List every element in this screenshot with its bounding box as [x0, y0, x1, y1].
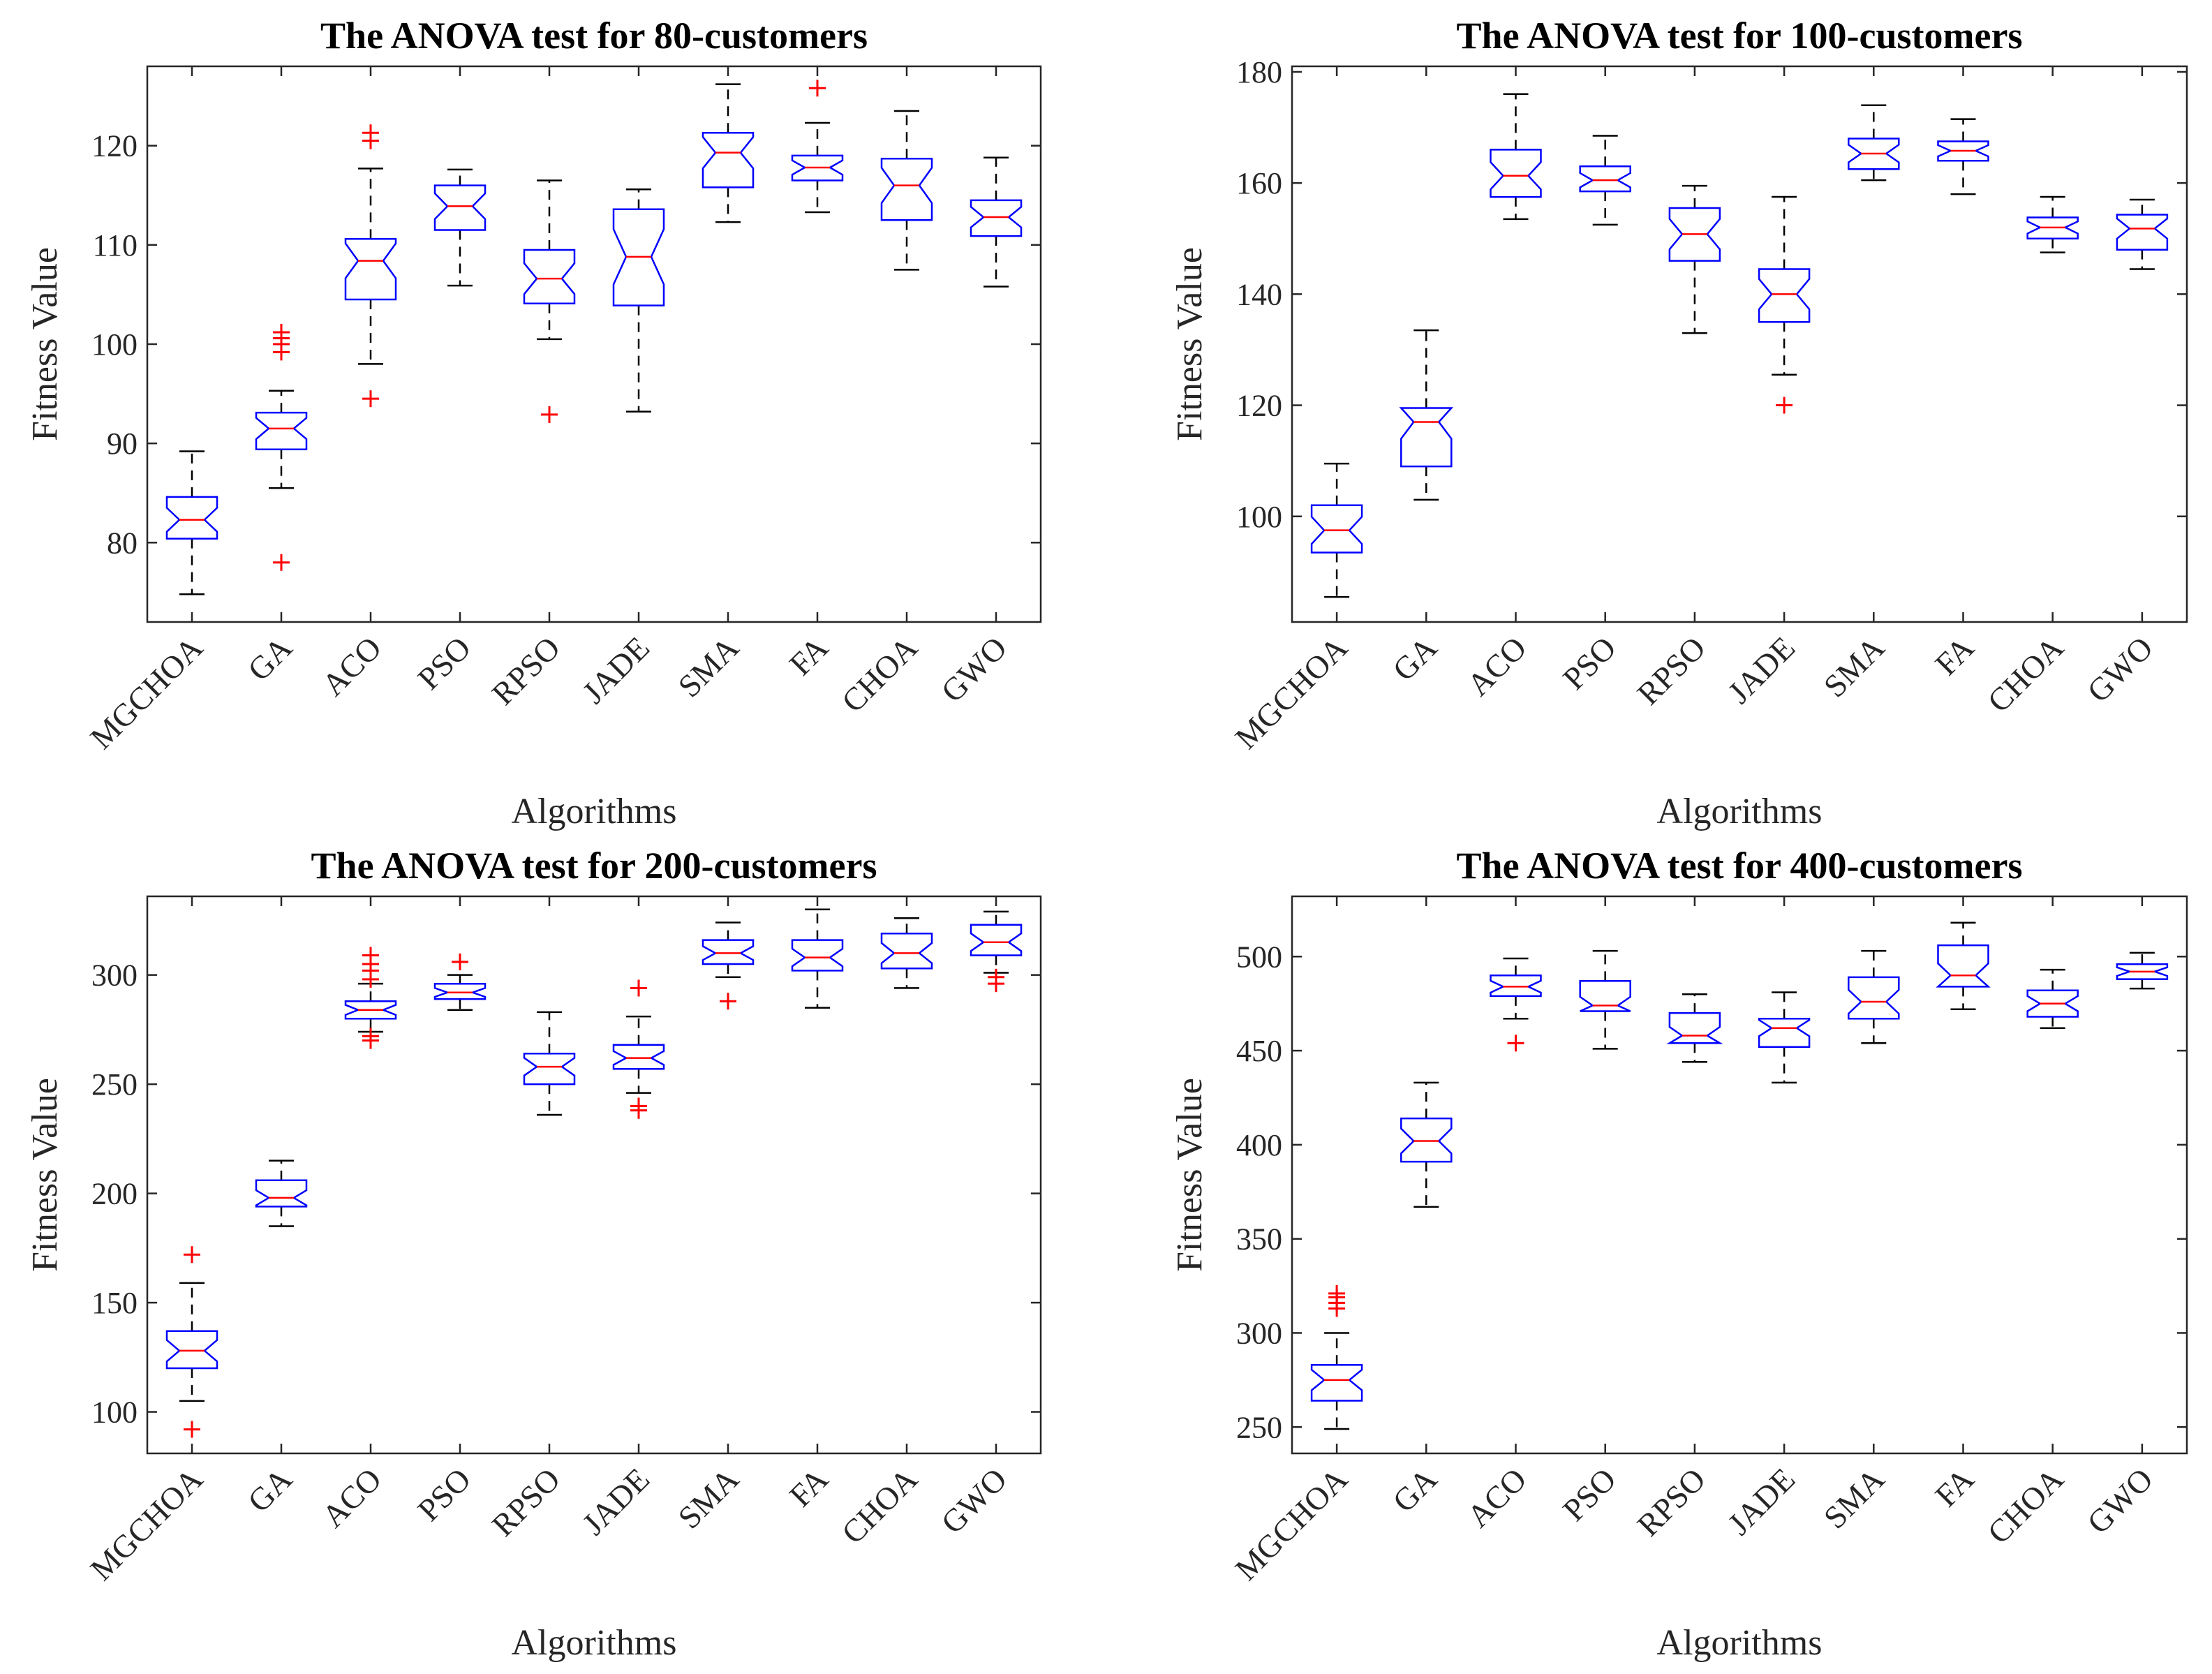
outlier-marker	[452, 953, 468, 970]
box-rpso	[523, 1053, 576, 1086]
y-tick-label: 450	[1236, 1034, 1282, 1068]
box-rpso	[1666, 1012, 1723, 1044]
box-pso	[1579, 980, 1631, 1012]
outlier-marker	[273, 323, 290, 341]
box-pso	[433, 982, 487, 1000]
y-tick-label: 140	[1236, 277, 1282, 311]
axes-frame	[146, 895, 1042, 1455]
y-tick-label: 500	[1236, 940, 1282, 974]
outlier-marker	[184, 1246, 200, 1264]
axes-frame	[1291, 65, 2188, 623]
y-tick-label: 80	[107, 526, 138, 560]
box-ga	[255, 411, 308, 450]
y-tick-label: 250	[1236, 1410, 1282, 1444]
box-sma	[702, 131, 755, 188]
x-axis-label: Algorithms	[512, 792, 677, 831]
box-aco	[1490, 974, 1542, 998]
y-tick-label: 160	[1236, 166, 1282, 200]
outlier-marker	[541, 406, 558, 423]
box-gwo	[970, 924, 1023, 956]
box-fa	[1936, 944, 1991, 988]
outlier-marker	[1328, 1284, 1346, 1302]
box-jade	[1758, 268, 1811, 323]
box-aco	[1490, 149, 1542, 198]
outlier-marker	[630, 1097, 647, 1115]
outlier-marker	[362, 1028, 379, 1045]
box-choa	[880, 157, 933, 221]
box-ga	[1400, 1117, 1453, 1163]
outlier-marker	[273, 554, 290, 571]
box-mgchoa	[1310, 504, 1363, 554]
outlier-marker	[720, 993, 736, 1010]
y-tick-label: 250	[91, 1067, 138, 1102]
outlier-marker	[988, 968, 1004, 986]
axes-frame	[1291, 895, 2188, 1455]
y-tick-label: 300	[91, 958, 138, 993]
box-jade	[1758, 1017, 1811, 1048]
y-axis-label: Fitness Value	[1170, 1078, 1210, 1272]
box-pso	[1579, 165, 1631, 193]
box-choa	[880, 932, 933, 970]
box-mgchoa	[165, 496, 218, 540]
outlier-marker	[630, 979, 647, 997]
box-ga	[1399, 407, 1454, 468]
y-tick-label: 120	[1236, 389, 1282, 423]
outlier-marker	[362, 390, 379, 408]
x-axis-label: Algorithms	[1657, 1623, 1823, 1663]
box-gwo	[2116, 214, 2169, 251]
y-tick-label: 350	[1236, 1222, 1282, 1257]
chart-title: The ANOVA test for 100-customers	[1457, 15, 2023, 57]
y-tick-label: 400	[1236, 1128, 1282, 1162]
box-gwo	[970, 199, 1023, 237]
y-tick-label: 90	[107, 427, 138, 461]
y-tick-label: 110	[93, 228, 138, 262]
box-mgchoa	[1310, 1364, 1363, 1402]
y-tick-label: 100	[1236, 500, 1282, 534]
y-tick-label: 120	[91, 129, 138, 163]
outlier-marker	[362, 124, 379, 142]
y-tick-label: 150	[91, 1286, 138, 1320]
box-mgchoa	[165, 1330, 218, 1370]
outlier-marker	[1776, 397, 1793, 414]
outlier-marker	[1507, 1035, 1524, 1052]
box-fa	[791, 939, 844, 972]
outlier-marker	[362, 947, 379, 964]
y-tick-label: 100	[91, 1395, 138, 1430]
y-axis-label: Fitness Value	[25, 1078, 65, 1272]
x-axis-label: Algorithms	[1657, 792, 1823, 831]
y-tick-label: 100	[91, 327, 138, 362]
box-ga	[255, 1179, 308, 1208]
y-tick-label: 200	[91, 1177, 138, 1211]
box-rpso	[523, 249, 576, 304]
box-sma	[702, 939, 755, 965]
y-axis-label: Fitness Value	[1170, 247, 1210, 441]
box-jade	[612, 1044, 665, 1070]
box-pso	[433, 184, 487, 231]
y-tick-label: 180	[1236, 55, 1282, 89]
y-axis-label: Fitness Value	[25, 247, 65, 441]
x-axis-label: Algorithms	[512, 1623, 677, 1663]
outlier-marker	[184, 1421, 200, 1438]
box-aco	[344, 238, 397, 301]
y-tick-label: 300	[1236, 1316, 1282, 1350]
chart-title: The ANOVA test for 80-customers	[320, 15, 868, 57]
chart-title: The ANOVA test for 400-customers	[1457, 845, 2023, 887]
chart-title: The ANOVA test for 200-customers	[311, 845, 877, 887]
box-sma	[1848, 976, 1900, 1020]
outlier-marker	[809, 80, 826, 97]
